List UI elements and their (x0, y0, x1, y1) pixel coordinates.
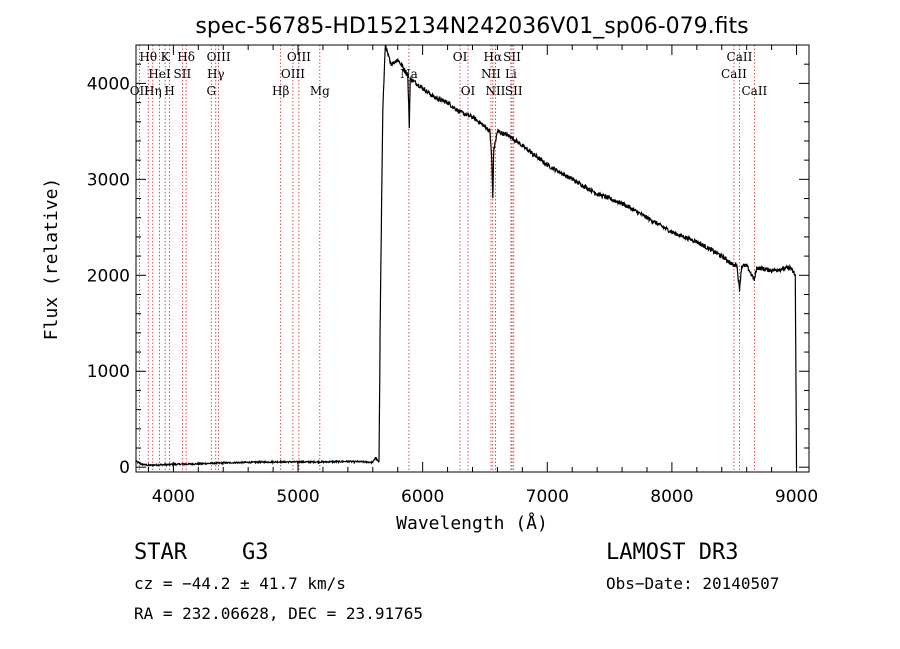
x-tick-label: 5000 (276, 487, 319, 507)
y-tick-labels: 0 1000 2000 3000 4000 (87, 74, 130, 478)
spectrum-line (135, 44, 798, 468)
x-tick-label: 7000 (526, 487, 569, 507)
spectral-line-label: Na (400, 67, 418, 81)
x-tick-label: 4000 (152, 487, 195, 507)
spectral-line-label: Hβ (272, 84, 289, 98)
spectral-line-label: SII (174, 67, 192, 81)
spectral-line-label: Hα (484, 50, 503, 64)
y-tick-label: 2000 (87, 266, 130, 286)
spectral-line-label: Li (505, 67, 517, 81)
y-tick-label: 3000 (87, 170, 130, 190)
spectral-line-label: CaII (741, 84, 767, 98)
x-axis-label: Wavelength (Å) (396, 512, 548, 534)
subclass: G3 (242, 540, 269, 565)
spectral-line-label: Hθ (139, 50, 157, 64)
x-tick-labels: 4000 5000 6000 7000 8000 9000 (152, 487, 818, 507)
spectral-line-label: NII (481, 67, 501, 81)
spectral-line-label: Hη (144, 84, 162, 98)
spectral-line-label: G (206, 84, 216, 98)
coords-text: RA = 232.06628, DEC = 23.91765 (134, 604, 423, 623)
spectral-line-markers (138, 45, 755, 472)
x-tick-label: 8000 (650, 487, 693, 507)
obs-date-text: Obs−Date: 20140507 (606, 574, 779, 593)
spectral-line-label: Mg (310, 84, 330, 98)
spectral-line-label: SII (505, 84, 523, 98)
x-tick-label: 9000 (775, 487, 818, 507)
spectral-line-label: CaII (727, 50, 753, 64)
spectral-line-label: NII (485, 84, 505, 98)
spectral-line-label: K (161, 50, 171, 64)
spectral-line-label: OIII (281, 67, 305, 81)
spectral-line-label: OIII (207, 50, 231, 64)
spectral-line-label: OI (453, 50, 468, 64)
axis-ticks (136, 44, 809, 472)
spectral-line-label: H (164, 84, 174, 98)
spectral-line-label: OII (130, 84, 150, 98)
x-tick-label: 6000 (401, 487, 444, 507)
spectral-line-label: CaII (721, 67, 747, 81)
spectral-line-labels: OIIHθHηHeIKHSIIHδGHγOIIIHβOIIIOIIIMgNaOI… (130, 50, 768, 98)
redshift-text: cz = −44.2 ± 41.7 km/s (134, 574, 346, 593)
spectral-line-label: OI (461, 84, 476, 98)
y-tick-label: 4000 (87, 74, 130, 94)
spectral-line-label: Hγ (207, 67, 225, 81)
spectral-line-label: OIII (287, 50, 311, 64)
chart-title: spec-56785-HD152134N242036V01_sp06-079.f… (195, 14, 748, 39)
spectral-line-label: HeI (148, 67, 171, 81)
survey-name: LAMOST DR3 (606, 540, 738, 565)
y-tick-label: 1000 (87, 362, 130, 382)
spectral-line-label: SII (503, 50, 521, 64)
y-axis-label: Flux (relative) (41, 178, 62, 341)
spectral-line-label: Hδ (177, 50, 195, 64)
object-class: STAR (134, 540, 188, 565)
y-tick-label: 0 (119, 458, 130, 478)
